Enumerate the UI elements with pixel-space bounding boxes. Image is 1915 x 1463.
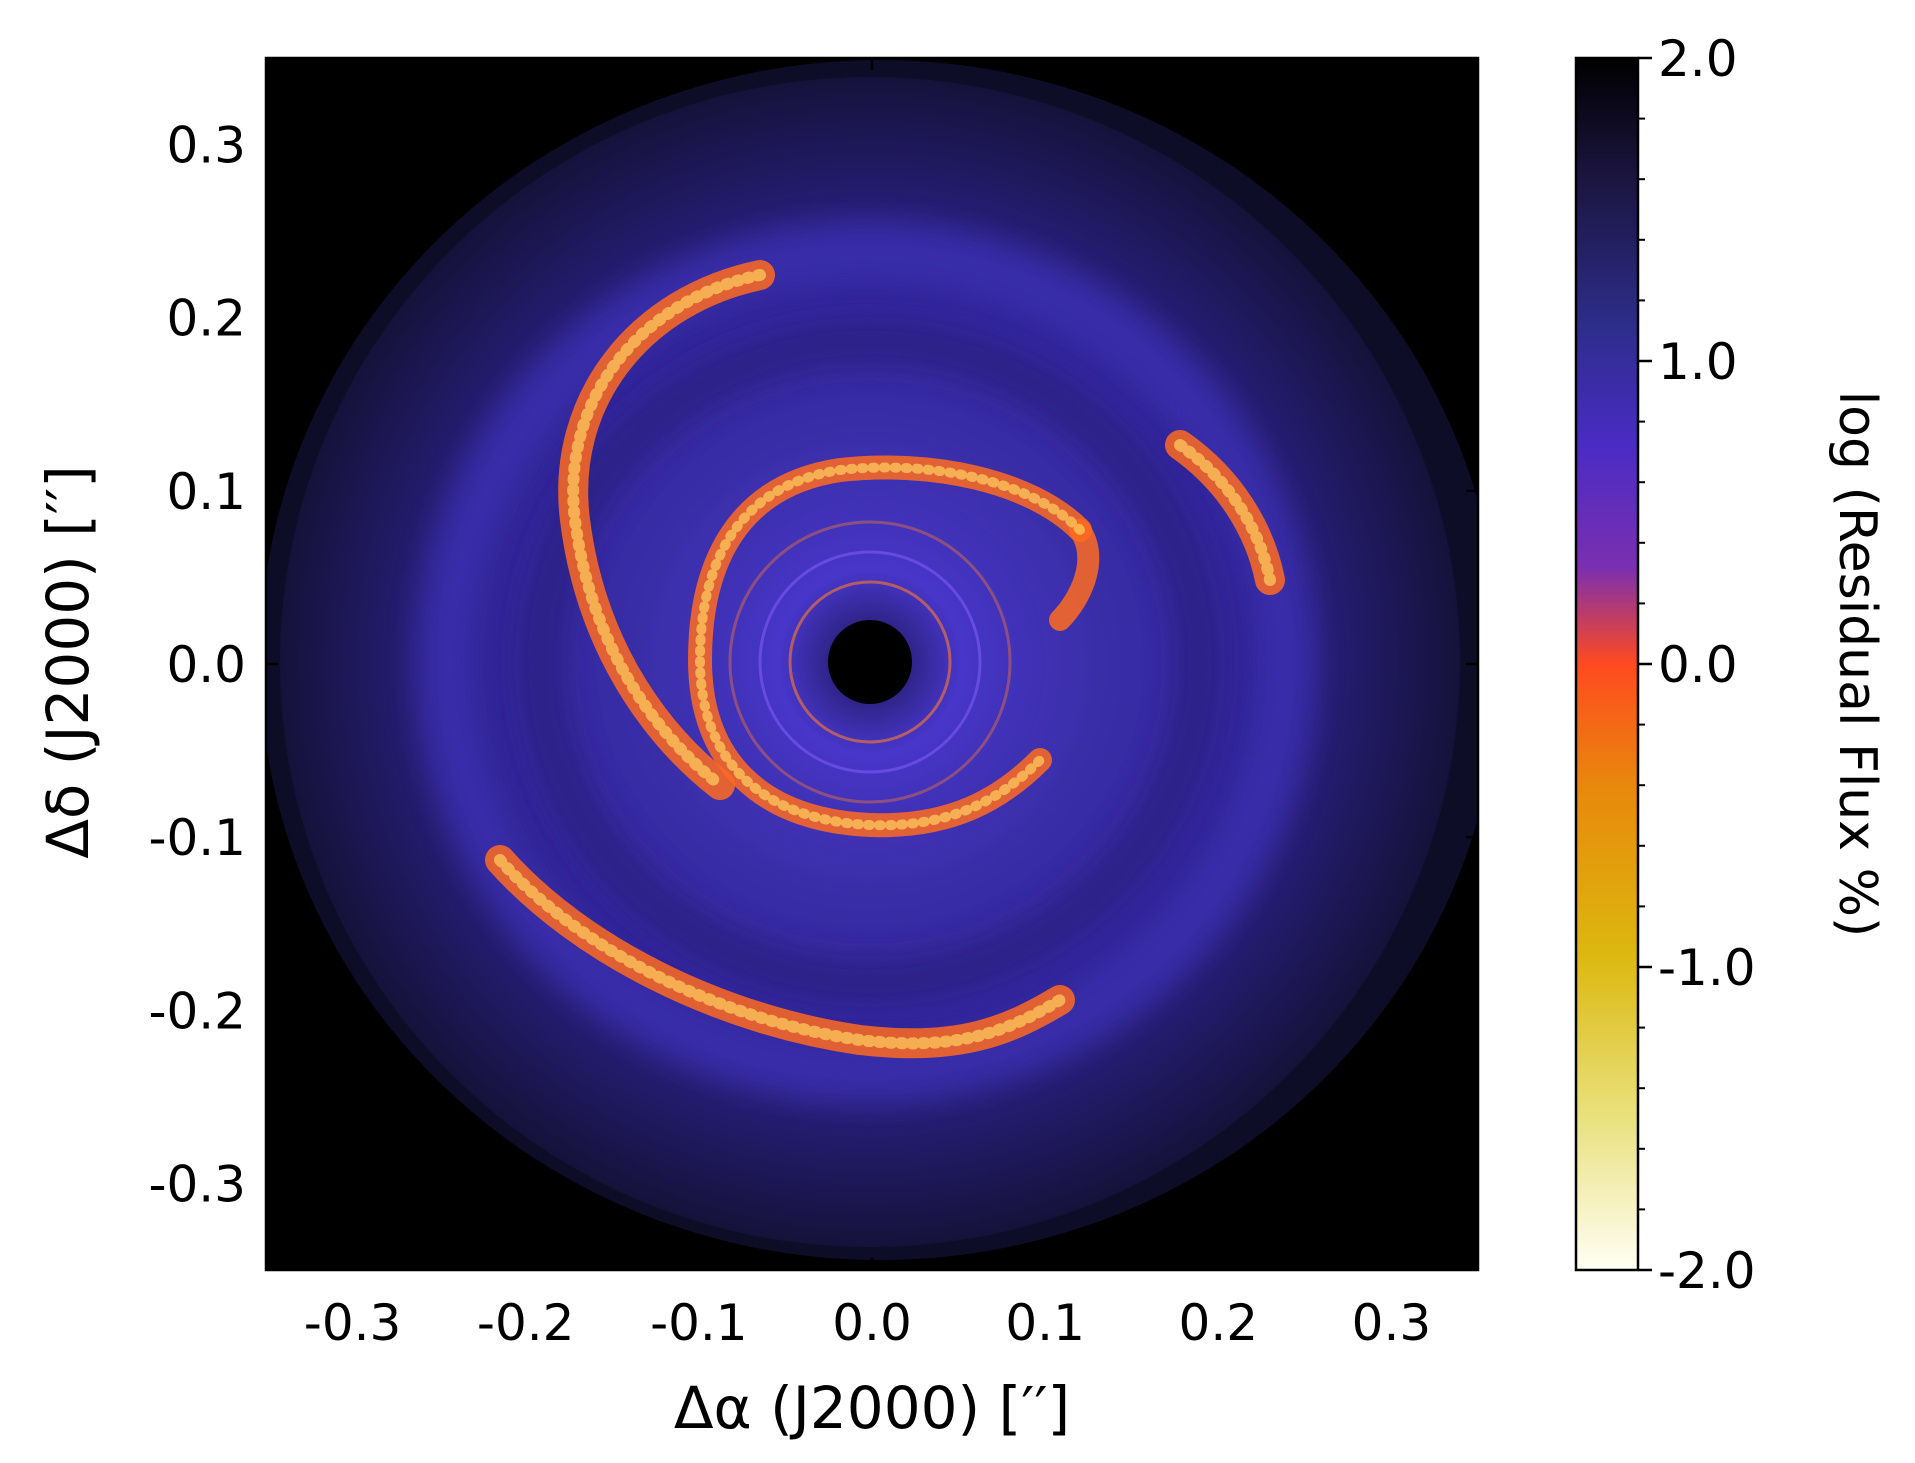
colorbar-tick-label: -2.0 <box>1658 1242 1756 1300</box>
colorbar-tick-label: 1.0 <box>1658 333 1738 391</box>
colorbar-label: log (Residual Flux %) <box>1827 391 1887 938</box>
colorbar: 2.0 1.0 0.0 -1.0 -2.0 log (Residual Flux %) <box>1574 30 1887 1300</box>
spiral-highlight-south <box>494 854 1066 1050</box>
x-axis-ticks: -0.3 -0.2 -0.1 0.0 0.1 0.2 0.3 <box>304 58 1431 1352</box>
spiral-highlight-inner <box>694 462 1085 831</box>
y-tick-label: 0.2 <box>166 290 246 348</box>
x-tick-label: 0.3 <box>1352 1294 1432 1352</box>
x-tick-label: -0.2 <box>477 1294 575 1352</box>
spiral-arm-inner-hook <box>1049 519 1100 631</box>
spiral-highlight-north <box>567 269 766 791</box>
colorbar-tick-label: -1.0 <box>1658 939 1756 997</box>
disk-dark-gap <box>515 317 1225 1007</box>
y-axis-label: Δδ (J2000) [′′] <box>34 465 102 859</box>
colorbar-tick-label: 0.0 <box>1658 636 1738 694</box>
y-tick-label: -0.2 <box>148 982 246 1040</box>
colorbar-tick-label: 2.0 <box>1658 30 1738 88</box>
spiral-arms <box>485 260 1285 1059</box>
x-tick-label: -0.1 <box>650 1294 748 1352</box>
x-tick-label: 0.0 <box>832 1294 912 1352</box>
y-tick-label: -0.3 <box>148 1155 246 1213</box>
inner-ring-2 <box>758 550 982 774</box>
spiral-highlights <box>494 269 1276 1050</box>
disk-inner-ring <box>416 222 1316 1102</box>
y-tick-label: 0.3 <box>166 117 246 175</box>
y-tick-label: -0.1 <box>148 809 246 867</box>
colorbar-ticks: 2.0 1.0 0.0 -1.0 -2.0 <box>1638 30 1756 1300</box>
y-axis-ticks: 0.3 0.2 0.1 0.0 -0.1 -0.2 -0.3 <box>148 117 1478 1213</box>
spiral-highlight-east <box>1174 439 1276 586</box>
inner-ring-3 <box>728 520 1012 804</box>
coronagraph-mask <box>828 620 912 704</box>
x-tick-label: 0.2 <box>1179 1294 1259 1352</box>
x-tick-label: 0.1 <box>1005 1294 1085 1352</box>
y-tick-label: 0.0 <box>166 636 246 694</box>
x-tick-label: -0.3 <box>304 1294 402 1352</box>
y-tick-label: 0.1 <box>166 463 246 521</box>
x-axis-label: Δα (J2000) [′′] <box>674 1374 1070 1442</box>
colorbar-gradient <box>1574 56 1640 1272</box>
inner-ring-1 <box>788 580 952 744</box>
plot-area <box>266 58 1478 1270</box>
inner-rings <box>728 520 1012 804</box>
